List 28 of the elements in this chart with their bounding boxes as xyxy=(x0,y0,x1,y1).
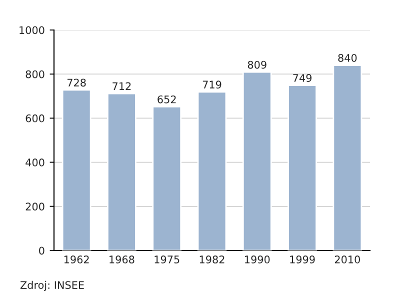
data-label: 719 xyxy=(202,80,222,89)
y-tick-label: 600 xyxy=(26,114,44,122)
bar xyxy=(197,91,227,250)
x-tick-label: 1999 xyxy=(290,256,315,264)
bar xyxy=(152,106,182,250)
data-label: 840 xyxy=(338,54,357,62)
bar xyxy=(107,92,136,250)
x-tick-label: 2010 xyxy=(334,256,360,264)
y-tick-label: 1000 xyxy=(20,26,44,34)
x-tick-label: 1962 xyxy=(64,256,89,264)
bar xyxy=(62,89,92,250)
data-label: 809 xyxy=(248,60,266,69)
data-label: 749 xyxy=(293,74,312,82)
x-tick-label: 1990 xyxy=(245,256,270,264)
y-tick-label: 200 xyxy=(26,202,44,211)
bar xyxy=(242,71,272,250)
data-label: 652 xyxy=(158,95,176,104)
bar xyxy=(332,64,362,250)
y-tick-label: 800 xyxy=(26,70,44,78)
data-label: 728 xyxy=(67,78,86,87)
data-label: 712 xyxy=(112,82,131,90)
bar xyxy=(288,84,317,250)
x-tick-label: 1975 xyxy=(154,256,180,264)
x-tick-label: 1982 xyxy=(200,256,224,264)
y-tick-label: 400 xyxy=(26,158,44,166)
y-tick-label: 0 xyxy=(39,246,44,255)
x-tick-label: 1968 xyxy=(110,256,134,264)
text: Zdroj: INSEE xyxy=(20,280,84,291)
